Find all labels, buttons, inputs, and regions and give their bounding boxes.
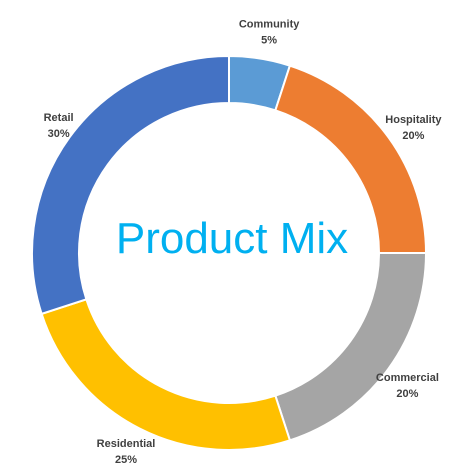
data-label-retail: Retail 30% (44, 112, 74, 140)
doughnut-slices (31, 54, 428, 451)
data-label-value-retail: 30% (48, 128, 70, 140)
data-label-value-hospitality: 20% (402, 130, 424, 142)
slice-retail (31, 54, 230, 316)
slice-residential (40, 298, 292, 451)
data-labels: Community 5% Hospitality 20% Commercial 20% Re… (44, 19, 443, 467)
data-label-hospitality: Hospitality 20% (385, 114, 442, 142)
data-label-value-commercial: 20% (396, 388, 418, 400)
data-label-residential: Residential 25% (97, 438, 156, 466)
data-label-community: Community 5% (239, 19, 300, 47)
data-label-value-community: 5% (261, 35, 277, 47)
data-label-commercial: Commercial 20% (376, 372, 439, 400)
data-label-category-hospitality: Hospitality (385, 114, 442, 126)
data-label-category-retail: Retail (44, 112, 74, 124)
data-label-category-residential: Residential (97, 438, 156, 450)
data-label-category-community: Community (239, 19, 300, 31)
chart-title: Product Mix (116, 214, 348, 263)
data-label-category-commercial: Commercial (376, 372, 439, 384)
data-label-value-residential: 25% (115, 454, 137, 466)
slice-commercial (274, 252, 428, 442)
